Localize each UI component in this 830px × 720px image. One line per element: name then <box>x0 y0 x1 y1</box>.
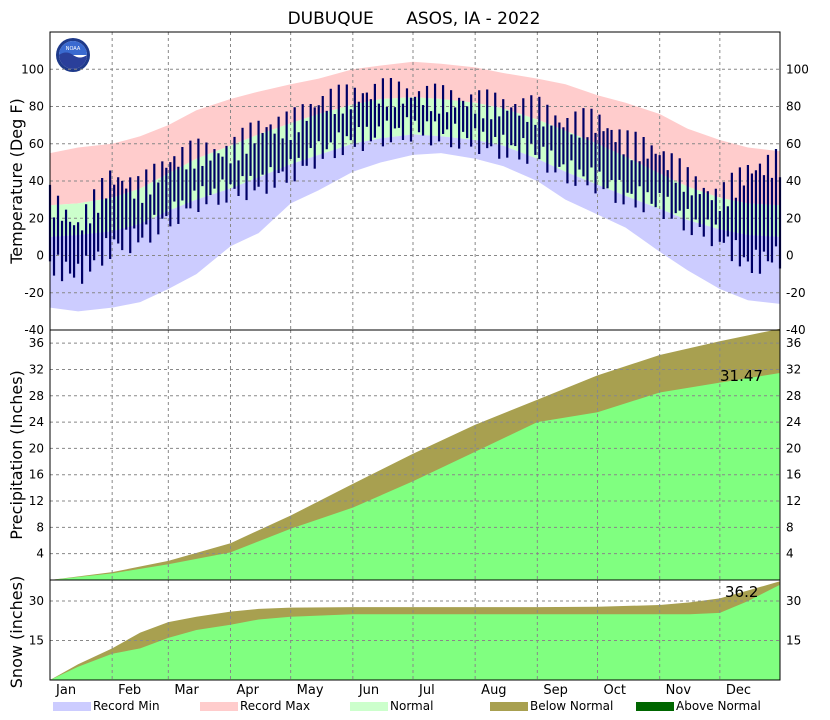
legend-swatch <box>53 702 91 711</box>
y-tick-left: 24 <box>29 415 44 429</box>
precipitation-total-label: 31.47 <box>720 367 763 385</box>
month-label: Dec <box>726 683 751 698</box>
record-min-band <box>50 134 780 312</box>
month-label: Nov <box>666 683 692 698</box>
legend-label: Record Max <box>240 699 310 713</box>
y-tick-right: -40 <box>786 323 806 337</box>
temperature-panel: -40 -40 -20 -20 0 0 20 20 40 40 60 60 80 80 100 100 <box>21 32 809 337</box>
month-label: Mar <box>174 683 199 698</box>
snow-observed-area <box>50 584 780 680</box>
y-tick-right: 8 <box>786 520 794 534</box>
y-tick-right: 100 <box>786 62 809 76</box>
month-label: Feb <box>118 683 141 698</box>
legend-label: Normal <box>390 699 433 713</box>
y-tick-right: 28 <box>786 389 801 403</box>
y-tick-right: 15 <box>786 634 801 648</box>
month-axis: Jan Feb Mar Apr May Jun Jul Aug Sep Oct Nov Dec <box>55 683 751 698</box>
y-tick-left: 20 <box>29 211 44 225</box>
y-tick-left: 0 <box>36 249 44 263</box>
y-tick-left: 4 <box>36 547 44 561</box>
y-tick-left: -20 <box>24 286 44 300</box>
legend-swatch <box>490 702 528 711</box>
y-tick-right: 24 <box>786 415 801 429</box>
record-max-band <box>50 61 780 206</box>
y-tick-left: 40 <box>29 174 44 188</box>
snow-total-label: 36.2 <box>725 583 758 601</box>
noaa-logo: NOAA <box>56 38 90 72</box>
y-tick-left: -40 <box>24 323 44 337</box>
y-tick-left: 32 <box>29 362 44 376</box>
legend-label: Below Normal <box>530 699 613 713</box>
y-tick-left: 28 <box>29 389 44 403</box>
y-tick-right: 40 <box>786 174 801 188</box>
y-tick-right: 30 <box>786 594 801 608</box>
y-tick-right: 16 <box>786 468 801 482</box>
snow-panel: 15 15 30 30 <box>29 580 801 680</box>
temperature-ylabel: Temperature (Deg F) <box>7 98 26 265</box>
y-tick-right: 4 <box>786 547 794 561</box>
y-tick-right: 12 <box>786 494 801 508</box>
y-tick-right: 0 <box>786 249 794 263</box>
y-tick-right: 80 <box>786 100 801 114</box>
y-tick-right: 60 <box>786 137 801 151</box>
month-label: Jan <box>55 683 76 698</box>
y-tick-left: 12 <box>29 494 44 508</box>
y-tick-right: 20 <box>786 441 801 455</box>
y-tick-left: 80 <box>29 100 44 114</box>
legend: Record Min Record Max Normal Below Normal Ab… <box>53 699 761 713</box>
y-tick-left: 20 <box>29 441 44 455</box>
month-label: Oct <box>604 683 626 698</box>
y-tick-left: 30 <box>29 594 44 608</box>
snow-ylabel: Snow (inches) <box>7 576 26 688</box>
y-tick-left: 36 <box>29 336 44 350</box>
month-label: Jul <box>418 683 435 698</box>
legend-swatch <box>350 702 388 711</box>
y-tick-right: 36 <box>786 336 801 350</box>
chart-title: DUBUQUE ASOS, IA - 2022 <box>288 9 541 29</box>
month-label: Jun <box>358 683 379 698</box>
y-tick-right: 32 <box>786 362 801 376</box>
svg-text:NOAA: NOAA <box>66 46 81 52</box>
legend-swatch <box>636 702 674 711</box>
precipitation-panel: 4 4 8 8 12 12 16 16 20 20 24 24 28 28 32 32 36 36 <box>29 328 801 580</box>
y-tick-left: 100 <box>21 62 44 76</box>
y-tick-right: -20 <box>786 286 806 300</box>
y-tick-left: 15 <box>29 634 44 648</box>
month-label: Apr <box>237 683 260 698</box>
legend-swatch <box>200 702 238 711</box>
month-label: Aug <box>481 683 506 698</box>
snow-frame <box>49 579 781 681</box>
y-tick-right: 20 <box>786 211 801 225</box>
y-tick-left: 16 <box>29 468 44 482</box>
legend-label: Above Normal <box>676 699 761 713</box>
legend-label: Record Min <box>93 699 160 713</box>
month-label: May <box>297 683 324 698</box>
y-tick-left: 8 <box>36 520 44 534</box>
precipitation-ylabel: Precipitation (Inches) <box>7 370 26 540</box>
y-tick-left: 60 <box>29 137 44 151</box>
month-label: Sep <box>543 683 568 698</box>
